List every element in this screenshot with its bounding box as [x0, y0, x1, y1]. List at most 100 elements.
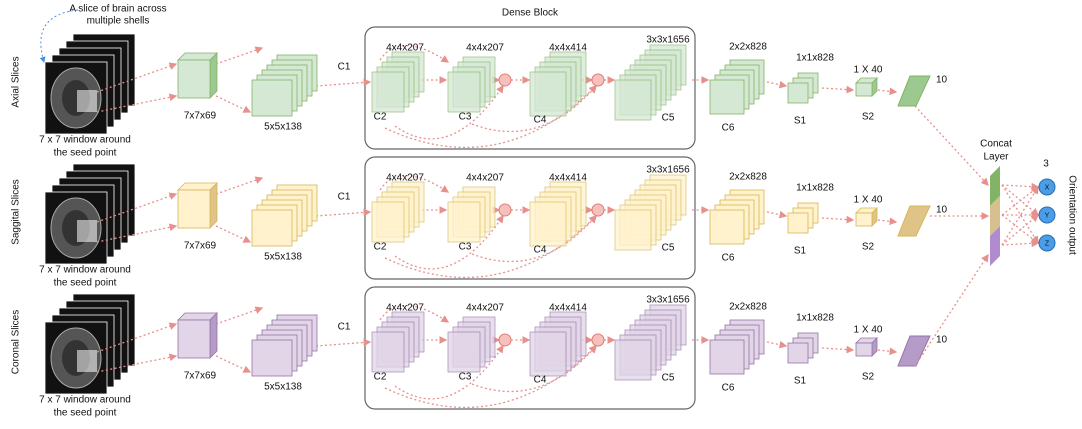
layer-dims: 4x4x207 [386, 173, 424, 184]
layer-dims: 4x4x207 [466, 43, 504, 54]
feature-map [448, 72, 480, 112]
feature-map [788, 83, 808, 103]
layer-dims: 3x3x1656 [646, 295, 690, 306]
cube-side [210, 183, 217, 228]
layer-name: C3 [459, 242, 472, 253]
cube-front [856, 83, 872, 96]
layer-name: C4 [534, 375, 547, 386]
feature-map [448, 332, 480, 372]
layer-dims: 4x4x414 [549, 43, 587, 54]
arrow [316, 82, 370, 86]
layer-name: C3 [459, 112, 472, 123]
stream: Axial Slices7 x 7 window aroundthe seed … [11, 27, 948, 159]
feature-map [530, 202, 566, 246]
layer-dims: 7x7x69 [184, 241, 217, 252]
annotation: A slice of brain across [69, 4, 166, 15]
output-node-label: X [1045, 184, 1050, 191]
arrow [1002, 187, 1038, 245]
feature-map [372, 202, 404, 242]
feature-map [788, 213, 808, 233]
concat-node [499, 74, 511, 86]
layer-name: S2 [862, 372, 875, 383]
layer-dims: 3x3x1656 [646, 165, 690, 176]
layer-name: C2 [374, 242, 387, 253]
layer-name: C4 [534, 115, 547, 126]
arrow [767, 82, 786, 86]
arrow [216, 226, 250, 242]
layer-dims: 5x5x138 [264, 122, 302, 133]
arrow [216, 356, 250, 372]
arrow [878, 350, 896, 352]
caption: 7 x 7 window around [39, 265, 131, 276]
arrow [216, 178, 262, 194]
layer-dims: 5x5x138 [264, 252, 302, 263]
arrow [216, 48, 262, 64]
seed-window [77, 220, 97, 242]
layer-name: C3 [459, 372, 472, 383]
output-node-label: Y [1045, 212, 1050, 219]
stream: Coronal Slices7 x 7 window aroundthe see… [11, 287, 948, 419]
layer-dims: 4x4x207 [466, 173, 504, 184]
arrow [822, 88, 853, 90]
arrow [915, 255, 988, 366]
layer-dims: 10 [936, 335, 948, 346]
layer-name: S1 [794, 376, 807, 387]
feature-map [615, 340, 651, 380]
layer-dims: 4x4x207 [386, 43, 424, 54]
layer-dims: 7x7x69 [184, 111, 217, 122]
feature-map [252, 210, 292, 246]
dense-layer [898, 76, 930, 106]
cube-front [856, 343, 872, 356]
arrow [915, 106, 988, 185]
cube-front [856, 213, 872, 226]
concat-label: Layer [983, 152, 1009, 163]
stream-label: Coronal Slices [11, 310, 22, 374]
caption: the seed point [54, 278, 117, 289]
layer-dims: 5x5x138 [264, 382, 302, 393]
layer-name: S2 [862, 242, 875, 253]
seed-window [77, 350, 97, 372]
layer-dims: 4x4x414 [549, 303, 587, 314]
layer-name: S1 [794, 246, 807, 257]
stream: Saggital Slices 7 x 7 window around the se… [11, 157, 948, 289]
layer-dims: 1 X 40 [854, 325, 883, 336]
feature-map [252, 80, 292, 116]
layer-dims: 1x1x828 [796, 183, 834, 194]
arrow [767, 342, 786, 346]
concat-node [592, 204, 604, 216]
arrow [822, 348, 853, 350]
layer-name: C5 [662, 373, 675, 384]
output-label: Orientation output [1066, 175, 1077, 255]
arrow [216, 96, 250, 112]
arrow [1002, 215, 1038, 243]
layer-name: C2 [374, 112, 387, 123]
dense-layer [898, 206, 930, 236]
layer-dims: 2x2x828 [729, 302, 767, 313]
feature-map [448, 202, 480, 242]
caption: the seed point [54, 148, 117, 159]
cube-front [178, 320, 210, 358]
arrow [1002, 187, 1038, 215]
feature-map [372, 332, 404, 372]
layer-dims: 2x2x828 [729, 172, 767, 183]
layer-name: C2 [374, 372, 387, 383]
stream-label: Saggital Slices [11, 179, 22, 245]
caption: 7 x 7 window around [39, 395, 131, 406]
layer-name: C6 [722, 123, 735, 134]
cube-front [178, 60, 210, 98]
network-diagram: A slice of brain across multiple shells … [0, 0, 1082, 424]
caption: 7 x 7 window around [39, 135, 131, 146]
feature-map [615, 80, 651, 120]
layer-name: C1 [338, 192, 351, 203]
cube-side [210, 313, 217, 358]
output-size: 3 [1043, 159, 1049, 170]
layer-dims: 4x4x414 [549, 173, 587, 184]
layer-dims: 1x1x828 [796, 313, 834, 324]
layer-dims: 10 [936, 205, 948, 216]
feature-map [615, 210, 651, 250]
arrow [316, 342, 370, 346]
layer-name: C4 [534, 245, 547, 256]
feature-map [530, 332, 566, 376]
